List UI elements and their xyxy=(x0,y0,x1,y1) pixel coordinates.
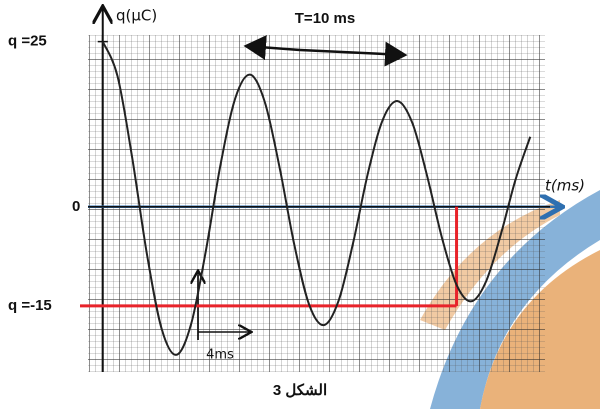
period-annotation: T=10 ms xyxy=(295,10,355,27)
x-axis-label: t(ms) xyxy=(545,177,585,195)
y-tick-label: q =25 xyxy=(8,33,47,50)
y-tick-label: 0 xyxy=(72,198,80,215)
y-tick-label: q =-15 xyxy=(8,297,52,314)
scale-annotation: 4ms xyxy=(206,348,234,363)
chart: q(μC) t(ms) T=10 ms 4ms الشكل 3 q =25 0 q … xyxy=(0,0,600,409)
caption: الشكل 3 xyxy=(273,382,327,399)
y-axis-label: q(μC) xyxy=(116,7,157,25)
